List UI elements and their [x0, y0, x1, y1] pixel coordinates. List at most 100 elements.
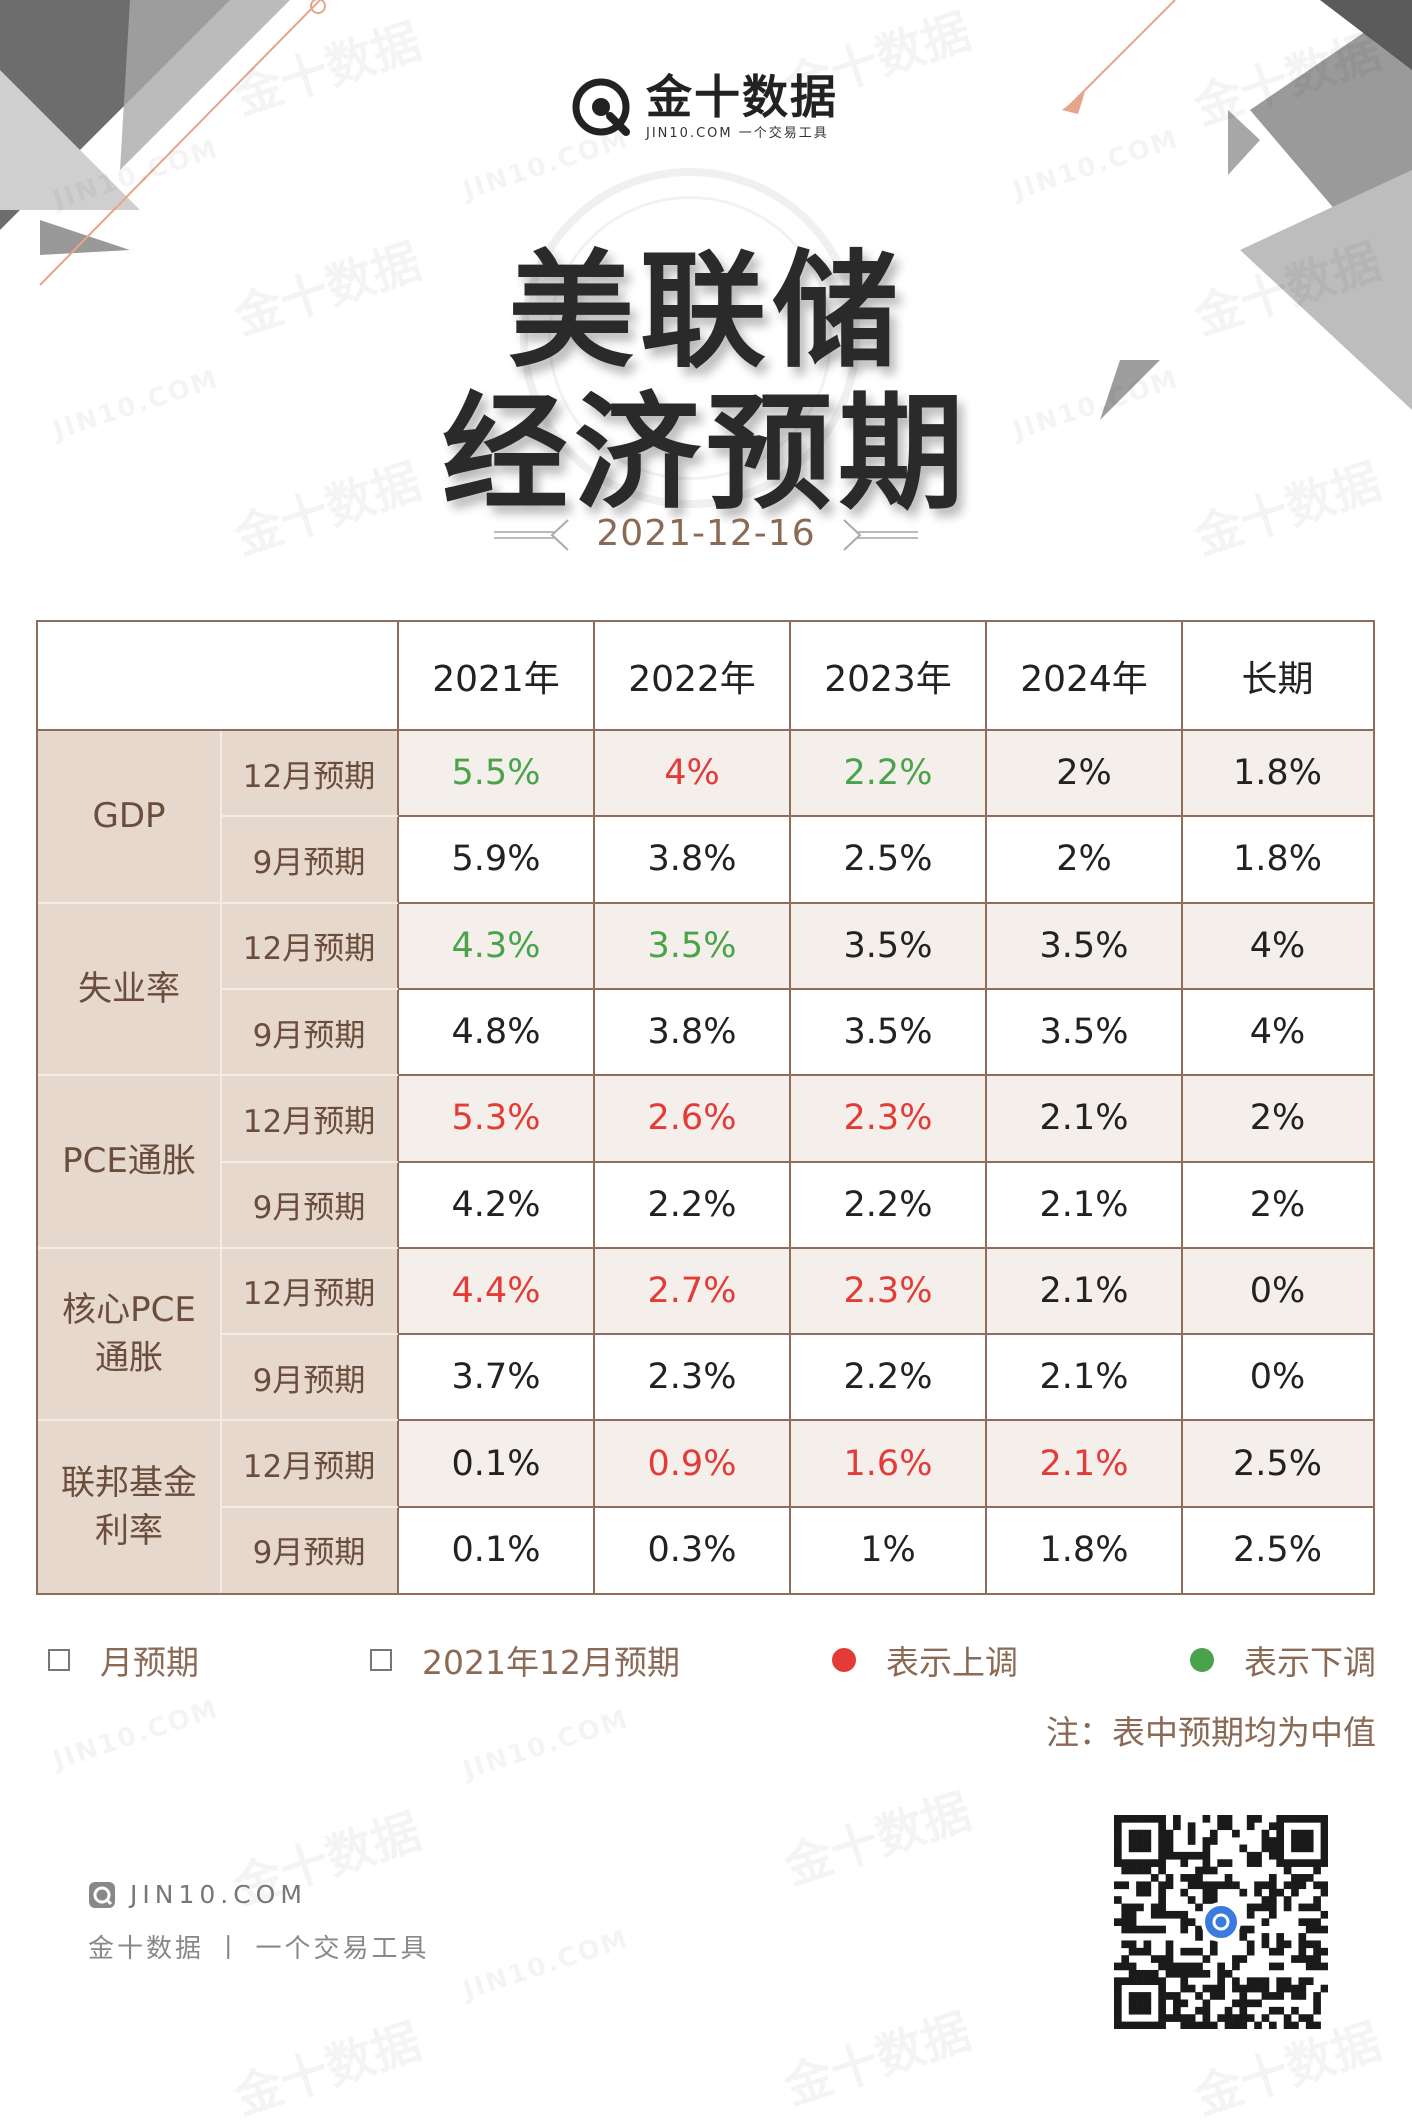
footer-url[interactable]: JIN10.COM	[88, 1880, 307, 1909]
forecast-table: 2021年 2022年 2023年 2024年 长期 GDP 12月预期 5.5% 4% 2.2%…	[36, 620, 1375, 1595]
forecast-value: 2%	[1182, 1075, 1373, 1162]
footnote: 注：表中预期均为中值	[1046, 1713, 1376, 1752]
grid-line	[220, 1160, 398, 1163]
forecast-value: 4.8%	[451, 1012, 541, 1053]
dec-swatch-icon	[370, 1649, 392, 1671]
grid-line	[398, 1505, 1373, 1508]
column-header: 2022年	[628, 659, 756, 700]
forecast-value: 2.1%	[986, 1075, 1182, 1162]
legend-sep-label: 月预期	[100, 1643, 199, 1682]
forecast-value: 4.4%	[398, 1247, 594, 1335]
forecast-value: 0%	[1182, 1247, 1373, 1335]
forecast-value: 3.8%	[647, 839, 737, 880]
grid-line	[398, 1246, 1373, 1249]
forecast-value: 2.5%	[843, 839, 933, 880]
qr-code-icon[interactable]	[1114, 1815, 1328, 2029]
page-title-line2: 经济预期	[442, 380, 970, 527]
forecast-period-label: 9月预期	[220, 988, 398, 1076]
grid-line	[398, 1160, 1373, 1163]
column-header: 2023年	[824, 659, 952, 700]
jin10-logo-icon	[572, 78, 630, 136]
forecast-value: 4%	[1249, 1012, 1306, 1053]
forecast-value: 3.5%	[1039, 1012, 1129, 1053]
grid-line	[397, 622, 399, 1593]
forecast-value: 0.1%	[451, 1529, 541, 1570]
forecast-period-label: 12月预期	[220, 730, 398, 817]
forecast-period-label: 9月预期	[220, 1506, 398, 1593]
sep-swatch-icon	[48, 1649, 70, 1671]
grid-line	[398, 1333, 1373, 1336]
grid-line	[985, 622, 987, 1593]
date-right-ornament	[843, 519, 918, 551]
category-label: 核心PCE 通胀	[38, 1247, 220, 1421]
forecast-value: 1.8%	[1039, 1529, 1129, 1570]
legend-up: 表示上调	[832, 1636, 1018, 1684]
grid-line	[1181, 622, 1183, 1593]
forecast-value: 4.3%	[398, 902, 594, 989]
grid-line	[398, 987, 1373, 990]
forecast-period-label: 12月预期	[220, 1075, 398, 1162]
grid-line	[38, 729, 1373, 731]
forecast-value: 2%	[986, 730, 1182, 817]
footer-url-text: JIN10.COM	[130, 1880, 307, 1909]
date-left-ornament	[494, 519, 569, 551]
legend-down-label: 表示下调	[1244, 1643, 1376, 1682]
forecast-value: 3.7%	[451, 1357, 541, 1398]
forecast-value: 2.3%	[790, 1075, 986, 1162]
forecast-value: 1%	[860, 1529, 916, 1570]
forecast-period-label: 9月预期	[220, 1161, 398, 1248]
forecast-value: 2.1%	[1039, 1184, 1129, 1225]
column-header: 长期	[1241, 659, 1314, 700]
red-dot-icon	[832, 1648, 856, 1672]
forecast-value: 2.1%	[986, 1247, 1182, 1335]
forecast-period-label: 12月预期	[220, 1247, 398, 1335]
forecast-value: 1.6%	[790, 1420, 986, 1507]
green-dot-icon	[1190, 1648, 1214, 1672]
legend-sep: 月预期	[48, 1636, 199, 1684]
forecast-value: 2.5%	[1182, 1420, 1373, 1507]
grid-line	[593, 622, 595, 1593]
grid-line	[220, 1505, 398, 1508]
forecast-value: 2.2%	[843, 1357, 933, 1398]
forecast-period-label: 9月预期	[220, 1334, 398, 1421]
forecast-value: 2.2%	[843, 1184, 933, 1225]
legend-up-label: 表示上调	[886, 1643, 1018, 1682]
grid-line	[220, 987, 398, 990]
forecast-value: 2.1%	[986, 1420, 1182, 1507]
forecast-value: 3.5%	[843, 1012, 933, 1053]
forecast-value: 2%	[1056, 839, 1112, 880]
forecast-value: 3.8%	[647, 1012, 737, 1053]
column-header: 2024年	[1020, 659, 1148, 700]
category-label: GDP	[38, 730, 220, 903]
forecast-period-label: 12月预期	[220, 902, 398, 989]
forecast-value: 0%	[1249, 1357, 1306, 1398]
forecast-value: 2%	[1249, 1184, 1306, 1225]
forecast-value: 1.8%	[1182, 730, 1373, 817]
fed-seal-watermark	[520, 168, 860, 508]
forecast-value: 5.9%	[451, 839, 541, 880]
category-label: 失业率	[38, 902, 220, 1076]
grid-line	[398, 815, 1373, 818]
brand-logo: 金十数据 JIN10.COM 一个交易工具	[568, 72, 838, 141]
logo-name: 金十数据	[646, 70, 838, 124]
legend-down: 表示下调	[1190, 1636, 1376, 1684]
forecast-value: 2.3%	[790, 1247, 986, 1335]
report-date: 2021-12-16	[596, 513, 816, 554]
logo-subtitle: JIN10.COM 一个交易工具	[646, 126, 829, 141]
forecast-period-label: 12月预期	[220, 1420, 398, 1507]
forecast-value: 4%	[1182, 902, 1373, 989]
category-label: 联邦基金 利率	[38, 1420, 220, 1593]
forecast-value: 2.7%	[594, 1247, 790, 1335]
column-header: 2021年	[432, 659, 560, 700]
grid-line	[220, 1333, 398, 1336]
forecast-value: 3.5%	[986, 902, 1182, 989]
legend-dec: 2021年12月预期	[370, 1636, 680, 1684]
grid-line	[789, 622, 791, 1593]
grid-line	[398, 901, 1373, 904]
forecast-value: 2.6%	[594, 1075, 790, 1162]
forecast-value: 0.9%	[594, 1420, 790, 1507]
legend-dec-label: 2021年12月预期	[422, 1643, 680, 1682]
jin10-small-icon	[89, 1881, 115, 1908]
forecast-value: 2.1%	[1039, 1357, 1129, 1398]
